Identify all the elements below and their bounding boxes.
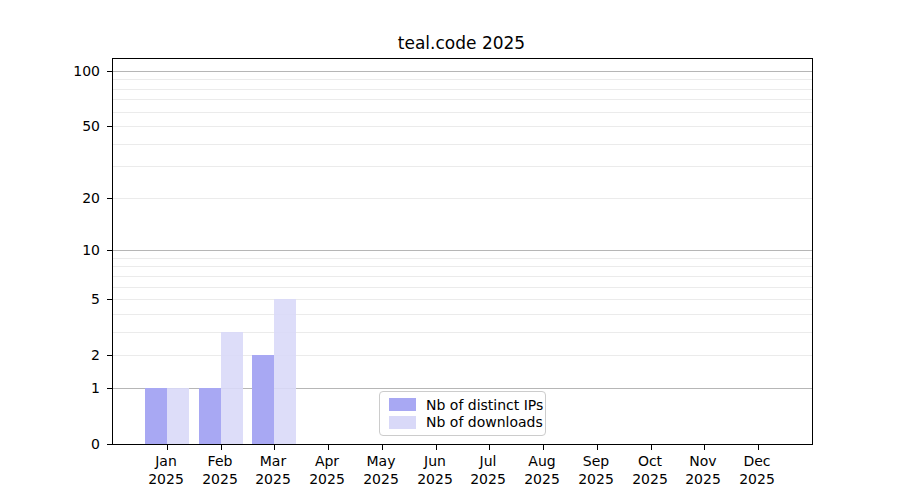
legend-item: Nb of distinct IPs xyxy=(389,396,537,413)
x-tick-month: Feb xyxy=(190,452,250,470)
bar-distinct-ips xyxy=(199,388,221,444)
bar-distinct-ips xyxy=(145,388,167,444)
x-tick-mark xyxy=(382,444,383,450)
y-tick-label: 1 xyxy=(0,380,100,396)
y-tick-label: 0 xyxy=(0,436,100,452)
y-tick-mark xyxy=(107,444,113,445)
x-tick-mark xyxy=(758,444,759,450)
gridline-minor xyxy=(113,355,812,356)
x-tick-year: 2025 xyxy=(297,470,357,488)
x-tick-year: 2025 xyxy=(190,470,250,488)
y-tick-label: 10 xyxy=(0,242,100,258)
y-tick-mark xyxy=(107,355,113,356)
y-tick-mark xyxy=(107,71,113,72)
y-tick-mark xyxy=(107,250,113,251)
gridline-minor xyxy=(113,287,812,288)
x-tick-year: 2025 xyxy=(673,470,733,488)
x-tick-mark xyxy=(436,444,437,450)
x-tick-year: 2025 xyxy=(458,470,518,488)
y-tick-label: 20 xyxy=(0,190,100,206)
bar-downloads xyxy=(221,332,243,444)
x-tick-label: Feb2025 xyxy=(190,452,250,488)
y-tick-mark xyxy=(107,198,113,199)
legend-item: Nb of downloads xyxy=(389,414,537,431)
x-tick-year: 2025 xyxy=(405,470,465,488)
bar-downloads xyxy=(274,299,296,444)
x-tick-mark xyxy=(597,444,598,450)
gridline-minor xyxy=(113,166,812,167)
bar-downloads xyxy=(167,388,189,444)
x-tick-month: Apr xyxy=(297,452,357,470)
x-tick-month: Nov xyxy=(673,452,733,470)
legend-label-distinct-ips: Nb of distinct IPs xyxy=(426,397,543,413)
plot-area: Nb of distinct IPs Nb of downloads xyxy=(112,58,813,445)
x-tick-label: Sep2025 xyxy=(566,452,626,488)
gridline-minor xyxy=(113,299,812,300)
x-tick-mark xyxy=(704,444,705,450)
gridline-minor xyxy=(113,79,812,80)
x-tick-mark xyxy=(543,444,544,450)
legend-swatch-downloads xyxy=(389,416,416,429)
x-tick-label: Jan2025 xyxy=(136,452,196,488)
gridline-minor xyxy=(113,126,812,127)
gridline-major xyxy=(113,250,812,251)
y-tick-label: 5 xyxy=(0,291,100,307)
gridline-minor xyxy=(113,112,812,113)
gridline-minor xyxy=(113,89,812,90)
gridline-minor xyxy=(113,266,812,267)
legend: Nb of distinct IPs Nb of downloads xyxy=(379,391,546,436)
gridline-minor xyxy=(113,198,812,199)
y-tick-label: 2 xyxy=(0,347,100,363)
x-tick-year: 2025 xyxy=(727,470,787,488)
x-tick-year: 2025 xyxy=(243,470,303,488)
legend-swatch-distinct-ips xyxy=(389,398,416,411)
x-tick-month: Dec xyxy=(727,452,787,470)
x-tick-mark xyxy=(167,444,168,450)
y-tick-label: 100 xyxy=(0,63,100,79)
x-tick-month: Jun xyxy=(405,452,465,470)
x-tick-label: Nov2025 xyxy=(673,452,733,488)
x-tick-year: 2025 xyxy=(566,470,626,488)
y-tick-mark xyxy=(107,126,113,127)
legend-label-downloads: Nb of downloads xyxy=(426,414,543,430)
gridline-minor xyxy=(113,99,812,100)
chart-title: teal.code 2025 xyxy=(112,33,811,53)
x-tick-year: 2025 xyxy=(620,470,680,488)
x-tick-month: May xyxy=(351,452,411,470)
gridline-minor xyxy=(113,258,812,259)
x-tick-mark xyxy=(489,444,490,450)
gridline-minor xyxy=(113,332,812,333)
x-tick-year: 2025 xyxy=(351,470,411,488)
x-tick-label: Jul2025 xyxy=(458,452,518,488)
y-tick-mark xyxy=(107,388,113,389)
x-tick-label: Jun2025 xyxy=(405,452,465,488)
gridline-minor xyxy=(113,276,812,277)
x-tick-year: 2025 xyxy=(136,470,196,488)
chart-figure: teal.code 2025 Nb of distinct IPs Nb of … xyxy=(0,0,900,500)
x-tick-label: Aug2025 xyxy=(512,452,572,488)
y-tick-label: 50 xyxy=(0,118,100,134)
x-tick-month: Mar xyxy=(243,452,303,470)
x-tick-month: Sep xyxy=(566,452,626,470)
x-tick-mark xyxy=(651,444,652,450)
x-tick-label: Oct2025 xyxy=(620,452,680,488)
x-tick-month: Aug xyxy=(512,452,572,470)
x-tick-mark xyxy=(274,444,275,450)
x-tick-month: Jan xyxy=(136,452,196,470)
x-tick-label: Mar2025 xyxy=(243,452,303,488)
x-tick-label: May2025 xyxy=(351,452,411,488)
x-tick-month: Jul xyxy=(458,452,518,470)
x-tick-mark xyxy=(328,444,329,450)
x-tick-year: 2025 xyxy=(512,470,572,488)
x-tick-label: Dec2025 xyxy=(727,452,787,488)
x-tick-mark xyxy=(221,444,222,450)
gridline-minor xyxy=(113,314,812,315)
bar-distinct-ips xyxy=(252,355,274,444)
gridline-minor xyxy=(113,144,812,145)
gridline-major xyxy=(113,71,812,72)
y-tick-mark xyxy=(107,299,113,300)
x-tick-label: Apr2025 xyxy=(297,452,357,488)
x-tick-month: Oct xyxy=(620,452,680,470)
